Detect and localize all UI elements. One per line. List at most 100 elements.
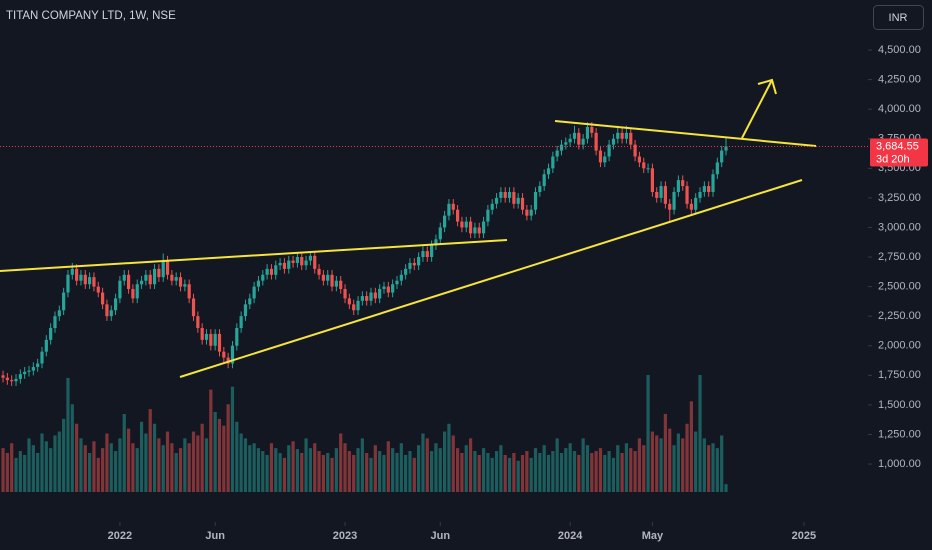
volume-bar	[92, 441, 96, 492]
candle-body	[481, 221, 486, 234]
volume-bar	[711, 443, 715, 492]
volume-bar	[356, 448, 360, 492]
candle-body	[468, 221, 473, 234]
candle-body	[378, 288, 382, 299]
volume-bar	[317, 451, 321, 492]
candle-body	[256, 280, 261, 287]
volume-bar	[512, 453, 516, 492]
candle-body	[473, 227, 477, 234]
volume-bar	[352, 454, 356, 492]
candle-body	[321, 274, 325, 281]
volume-bar	[702, 438, 706, 492]
candle-body	[581, 138, 585, 145]
volume-bar	[18, 451, 22, 492]
candle-body	[681, 180, 685, 187]
y-tick-label: 3,250.00	[878, 192, 921, 204]
candle-body	[529, 209, 533, 216]
candle-body	[248, 298, 252, 305]
x-tick-label: Jun	[430, 530, 450, 542]
candle-body	[70, 268, 74, 275]
volume-bar	[157, 438, 161, 492]
volume-bar	[191, 431, 196, 492]
volume-bar	[637, 438, 642, 492]
x-tick-label: 2024	[558, 530, 583, 542]
volume-bar	[685, 423, 689, 492]
candle-body	[36, 363, 40, 368]
candle-body	[265, 268, 269, 275]
volume-bar	[624, 443, 629, 492]
volume-bar	[650, 431, 655, 492]
candle-body	[689, 203, 693, 210]
volume-bar	[360, 438, 364, 492]
candle-body	[23, 371, 27, 375]
volume-bar	[594, 451, 598, 492]
trendline	[0, 239, 508, 272]
volume-bar	[694, 431, 698, 492]
candle-body	[720, 150, 724, 163]
volume-bar	[196, 435, 200, 492]
volume-bar	[408, 451, 412, 492]
y-tick-label: 1,750.00	[878, 369, 921, 381]
volume-bar	[611, 457, 616, 492]
volume-bar	[365, 453, 369, 492]
candle-body	[430, 245, 434, 258]
volume-bar	[101, 448, 105, 492]
candle-body	[395, 280, 399, 285]
volume-bar	[616, 445, 620, 492]
candle-body	[373, 292, 377, 299]
candle-body	[217, 333, 222, 352]
volume-bar	[57, 431, 61, 492]
candle-body	[611, 138, 616, 145]
volume-bar	[326, 453, 330, 492]
volume-bar	[607, 451, 611, 492]
volume-bar	[27, 438, 31, 492]
volume-bar	[590, 453, 594, 492]
volume-bar	[256, 448, 261, 492]
currency-button[interactable]	[873, 5, 924, 30]
candle-body	[577, 132, 581, 145]
volume-bar	[494, 451, 499, 492]
candle-body	[399, 274, 403, 281]
candle-body	[295, 257, 300, 263]
volume-bar	[165, 431, 170, 492]
volume-bar	[460, 453, 464, 492]
candle-body	[668, 203, 672, 210]
trendline	[179, 179, 803, 378]
candle-body	[239, 316, 243, 329]
candle-body	[304, 260, 308, 266]
volume-bar	[5, 453, 9, 492]
volume-bar	[330, 457, 334, 492]
volume-bar	[339, 433, 343, 492]
candle-body	[18, 374, 22, 379]
volume-bar	[525, 451, 529, 492]
candle-body	[79, 274, 83, 281]
candle-body	[347, 298, 351, 305]
candle-layer	[1, 122, 728, 386]
candle-body	[555, 150, 559, 157]
volume-bar	[490, 457, 494, 492]
candle-body	[334, 280, 338, 287]
volume-bar	[464, 445, 468, 492]
candle-body	[62, 292, 66, 311]
volume-bar	[321, 454, 325, 492]
countdown-label: 3d 20h	[876, 153, 910, 165]
volume-bar	[395, 453, 399, 492]
arrow-head	[757, 78, 777, 95]
candle-body	[308, 255, 313, 261]
volume-bar	[66, 377, 70, 492]
volume-bar	[520, 454, 525, 492]
candle-body	[57, 310, 61, 317]
volume-bar	[598, 448, 603, 492]
candle-body	[460, 221, 464, 228]
volume-bar	[304, 438, 308, 492]
candle-body	[313, 255, 317, 269]
candle-body	[291, 260, 295, 263]
volume-bar	[481, 448, 486, 492]
currency-label[interactable]: INR	[889, 12, 908, 24]
volume-bar	[261, 451, 265, 492]
candle-body	[209, 333, 213, 346]
volume-bar	[230, 386, 235, 492]
candle-body	[451, 203, 455, 210]
candle-body	[646, 168, 650, 170]
